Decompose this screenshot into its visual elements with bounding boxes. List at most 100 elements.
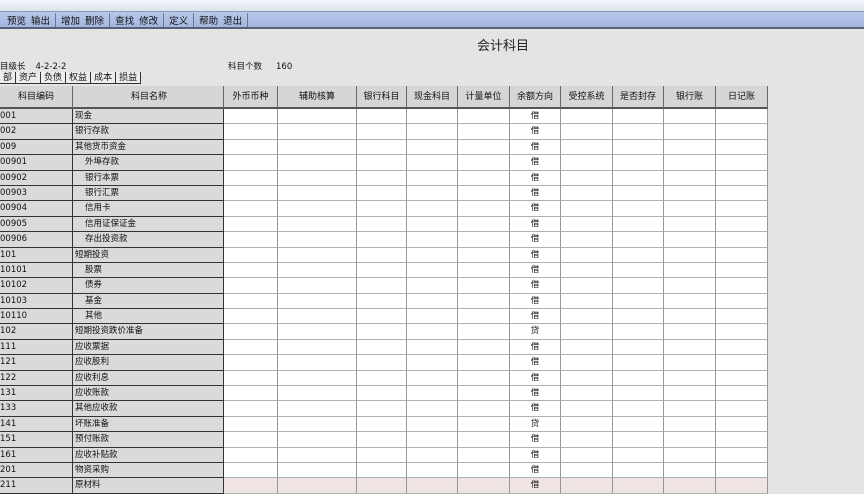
cell[interactable] <box>224 109 278 125</box>
cell[interactable] <box>357 416 407 433</box>
cell[interactable] <box>224 124 278 140</box>
cell[interactable] <box>357 232 407 248</box>
account-code[interactable]: 00902 <box>0 170 73 186</box>
cell[interactable] <box>458 185 510 202</box>
cell[interactable] <box>458 416 510 433</box>
cell[interactable] <box>407 309 458 325</box>
menu-item[interactable]: 删除 <box>85 15 105 27</box>
cell[interactable] <box>561 432 613 448</box>
cell[interactable] <box>407 109 458 125</box>
cell[interactable] <box>613 462 664 479</box>
cell[interactable] <box>357 324 407 340</box>
cell[interactable] <box>613 386 664 402</box>
cell[interactable] <box>561 232 613 248</box>
account-code[interactable]: 141 <box>0 416 73 433</box>
cell[interactable] <box>561 462 613 479</box>
column-header[interactable]: 银行账 <box>664 86 716 109</box>
table-row[interactable]: 10101 股票 借 <box>0 262 768 279</box>
balance-direction[interactable]: 借 <box>510 462 561 479</box>
cell[interactable] <box>407 278 458 294</box>
cell[interactable] <box>407 139 458 156</box>
cell[interactable] <box>664 232 716 248</box>
cell[interactable] <box>613 293 664 310</box>
cell[interactable] <box>458 478 510 494</box>
cell[interactable] <box>357 293 407 310</box>
balance-direction[interactable]: 借 <box>510 124 561 140</box>
cell[interactable] <box>278 262 357 279</box>
account-name[interactable]: 短期投资跌价准备 <box>73 324 224 340</box>
cell[interactable] <box>407 247 458 263</box>
cell[interactable] <box>613 447 664 463</box>
cell[interactable] <box>561 293 613 310</box>
cell[interactable] <box>357 355 407 371</box>
cell[interactable] <box>561 262 613 279</box>
balance-direction[interactable]: 借 <box>510 309 561 325</box>
cell[interactable] <box>357 309 407 325</box>
cell[interactable] <box>224 432 278 448</box>
table-row[interactable]: 122 应收利息 借 <box>0 370 768 387</box>
column-header[interactable]: 受控系统 <box>561 86 613 109</box>
account-code[interactable]: 121 <box>0 355 73 371</box>
account-code[interactable]: 102 <box>0 324 73 340</box>
account-code[interactable]: 10102 <box>0 278 73 294</box>
cell[interactable] <box>561 155 613 171</box>
menu-item[interactable]: 预览 <box>7 15 27 27</box>
cell[interactable] <box>664 462 716 479</box>
cell[interactable] <box>224 339 278 356</box>
cell[interactable] <box>407 155 458 171</box>
cell[interactable] <box>716 247 768 263</box>
cell[interactable] <box>458 139 510 156</box>
cell[interactable] <box>357 155 407 171</box>
tab[interactable]: 损益 <box>116 72 142 84</box>
cell[interactable] <box>224 447 278 463</box>
tab[interactable]: 成本 <box>91 72 117 84</box>
cell[interactable] <box>407 124 458 140</box>
account-code[interactable]: 151 <box>0 432 73 448</box>
account-name[interactable]: 债券 <box>73 278 224 294</box>
account-name[interactable]: 应收股利 <box>73 355 224 371</box>
account-name[interactable]: 短期投资 <box>73 247 224 263</box>
table-row[interactable]: 111 应收票据 借 <box>0 339 768 356</box>
account-name[interactable]: 应收账款 <box>73 386 224 402</box>
cell[interactable] <box>278 201 357 217</box>
balance-direction[interactable]: 借 <box>510 432 561 448</box>
tab[interactable]: 资产 <box>16 72 42 84</box>
menu-item[interactable]: 输出 <box>31 15 51 27</box>
cell[interactable] <box>716 339 768 356</box>
cell[interactable] <box>278 247 357 263</box>
account-code[interactable]: 101 <box>0 247 73 263</box>
table-row[interactable]: 133 其他应收款 借 <box>0 401 768 417</box>
cell[interactable] <box>458 247 510 263</box>
cell[interactable] <box>278 139 357 156</box>
account-name[interactable]: 应收票据 <box>73 339 224 356</box>
cell[interactable] <box>664 416 716 433</box>
column-header[interactable]: 现金科目 <box>407 86 458 109</box>
cell[interactable] <box>224 355 278 371</box>
balance-direction[interactable]: 借 <box>510 155 561 171</box>
account-name[interactable]: 银行汇票 <box>73 185 224 202</box>
cell[interactable] <box>664 155 716 171</box>
column-header[interactable]: 科目名称 <box>73 86 224 109</box>
cell[interactable] <box>224 324 278 340</box>
cell[interactable] <box>613 247 664 263</box>
table-row[interactable]: 161 应收补贴款 借 <box>0 447 768 463</box>
cell[interactable] <box>357 124 407 140</box>
balance-direction[interactable]: 借 <box>510 139 561 156</box>
cell[interactable] <box>561 355 613 371</box>
cell[interactable] <box>224 170 278 186</box>
cell[interactable] <box>716 432 768 448</box>
cell[interactable] <box>561 309 613 325</box>
cell[interactable] <box>664 201 716 217</box>
cell[interactable] <box>458 432 510 448</box>
balance-direction[interactable]: 借 <box>510 262 561 279</box>
account-name[interactable]: 银行存款 <box>73 124 224 140</box>
cell[interactable] <box>224 247 278 263</box>
cell[interactable] <box>224 216 278 233</box>
cell[interactable] <box>561 401 613 417</box>
column-header[interactable]: 银行科目 <box>357 86 407 109</box>
table-row[interactable]: 201 物资采购 借 <box>0 462 768 479</box>
cell[interactable] <box>613 324 664 340</box>
cell[interactable] <box>407 293 458 310</box>
cell[interactable] <box>407 447 458 463</box>
table-row[interactable]: 101 短期投资 借 <box>0 247 768 263</box>
